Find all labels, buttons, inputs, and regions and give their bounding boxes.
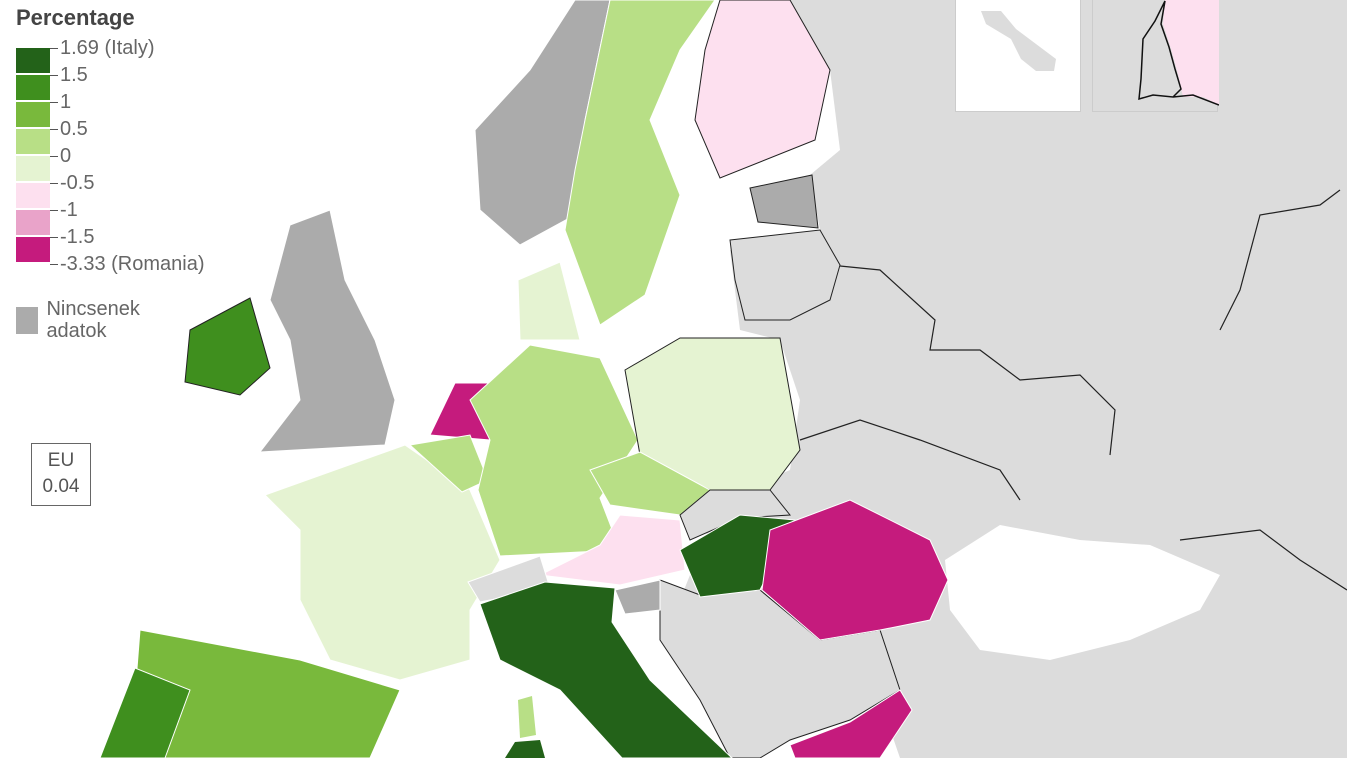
no-data-label: Nincsenek adatok [46,298,140,342]
legend-label: -0.5 [60,172,95,194]
island-sicily [505,740,545,758]
no-data-swatch [16,306,39,334]
country-italy [479,581,733,758]
legend-label: 0.5 [60,118,88,140]
russia-border-line [799,189,1347,591]
country-germany [469,344,639,557]
country-finland [694,0,831,179]
liechtenstein-map [1138,0,1220,106]
swatch-class-2 [16,75,50,100]
baltics [729,229,841,321]
eu-label: EU [47,450,75,471]
inset-liechtenstein [1092,0,1220,112]
country-ireland [184,297,271,396]
country-slovenia [614,579,661,615]
country-uk [258,209,396,453]
country-estonia [749,174,819,229]
eu-value: 0.04 [42,476,80,497]
swatch-class-5 [16,156,50,181]
country-austria [538,514,686,586]
legend-label: 0 [60,145,72,167]
country-sweden [564,0,716,326]
country-slovakia [679,489,791,541]
swatch-class-8 [16,237,50,262]
legend-scale: 1.69 (Italy) 1.5 1 0.5 0 -0.5 -1 -1.5 -3… [16,38,205,274]
legend-label: 1.5 [60,64,88,86]
island-sardinia [518,696,536,738]
legend-title: Percentage [16,5,135,30]
legend-no-data: Nincsenek adatok [16,298,151,342]
legend-label: -3.33 (Romania) [60,253,205,275]
country-greece [789,689,913,758]
legend-label: 1 [60,91,72,113]
eu-average-box: EU 0.04 [31,443,91,506]
swatch-class-1 [16,48,50,73]
country-denmark [517,261,581,341]
legend-label: -1.5 [60,226,95,248]
swatch-class-4 [16,129,50,154]
legend-label: 1.69 (Italy) [60,37,155,59]
black-sea [945,525,1220,660]
legend-label: -1 [60,199,78,221]
country-romania [761,499,949,641]
country-portugal [99,667,191,758]
legend: Percentage 1.69 (Italy) 1.5 1 0.5 0 -0.5… [16,5,205,342]
swatch-class-3 [16,102,50,127]
swatch-class-7 [16,210,50,235]
swatch-class-6 [16,183,50,208]
inset-malta [955,0,1081,112]
malta-map [981,11,1056,71]
